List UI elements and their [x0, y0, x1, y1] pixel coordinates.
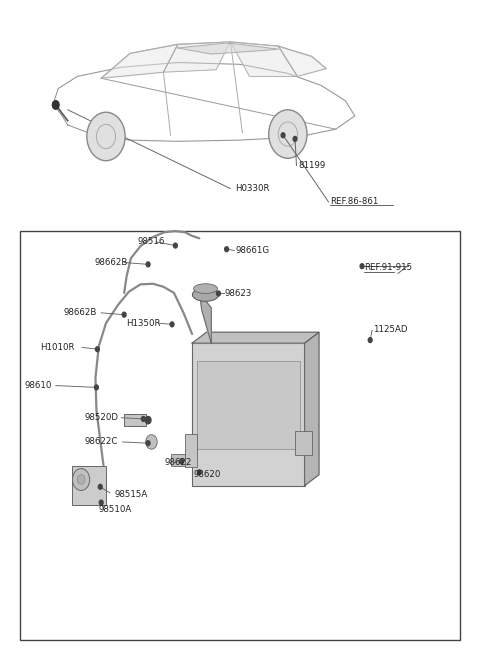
Circle shape	[225, 247, 228, 252]
Circle shape	[173, 243, 177, 248]
Circle shape	[99, 500, 103, 505]
Text: 98515A: 98515A	[115, 490, 148, 499]
Text: REF.91-915: REF.91-915	[364, 263, 413, 272]
Text: REF.86-861: REF.86-861	[330, 197, 378, 207]
Circle shape	[360, 264, 364, 268]
Polygon shape	[101, 45, 178, 78]
Circle shape	[216, 291, 220, 296]
Circle shape	[197, 470, 201, 475]
Ellipse shape	[193, 284, 217, 293]
Circle shape	[72, 468, 90, 491]
Polygon shape	[278, 46, 326, 77]
Bar	[170, 454, 185, 466]
Circle shape	[145, 417, 151, 424]
Text: 98620: 98620	[193, 470, 220, 479]
Text: H1350R: H1350R	[126, 319, 161, 327]
Bar	[20, 231, 460, 640]
Circle shape	[96, 347, 99, 352]
Bar	[185, 434, 197, 468]
Circle shape	[180, 459, 183, 464]
Polygon shape	[230, 42, 298, 77]
Text: H0330R: H0330R	[235, 184, 270, 193]
Circle shape	[146, 262, 150, 267]
Text: 98623: 98623	[225, 289, 252, 298]
Polygon shape	[178, 43, 278, 54]
Circle shape	[281, 133, 285, 138]
Polygon shape	[305, 332, 319, 485]
Circle shape	[146, 441, 150, 445]
Circle shape	[122, 312, 126, 317]
Text: 98510A: 98510A	[99, 505, 132, 514]
FancyBboxPatch shape	[192, 343, 305, 485]
Bar	[197, 361, 300, 449]
Text: 98662B: 98662B	[64, 308, 97, 318]
Bar	[295, 431, 312, 455]
Text: 98622C: 98622C	[84, 438, 118, 447]
Text: 81199: 81199	[299, 161, 325, 170]
Polygon shape	[163, 42, 230, 72]
Text: 1125AD: 1125AD	[373, 325, 408, 334]
Circle shape	[368, 338, 372, 342]
Text: 98622: 98622	[164, 458, 192, 467]
Circle shape	[95, 385, 98, 390]
Circle shape	[52, 101, 59, 109]
Circle shape	[293, 136, 297, 141]
Circle shape	[269, 110, 307, 158]
Text: H1010R: H1010R	[40, 343, 74, 352]
Circle shape	[98, 484, 102, 489]
Text: 98661G: 98661G	[235, 246, 269, 255]
Circle shape	[170, 322, 174, 327]
Text: 98520D: 98520D	[84, 413, 119, 422]
Circle shape	[146, 435, 157, 449]
Polygon shape	[192, 332, 319, 343]
Circle shape	[142, 417, 145, 421]
Circle shape	[87, 112, 125, 161]
Text: 98516: 98516	[137, 237, 165, 247]
Ellipse shape	[192, 288, 219, 301]
Polygon shape	[201, 296, 211, 343]
Circle shape	[77, 475, 85, 484]
Text: 98610: 98610	[24, 381, 52, 390]
Text: 98662B: 98662B	[94, 258, 127, 267]
FancyBboxPatch shape	[72, 466, 106, 505]
FancyBboxPatch shape	[124, 414, 146, 426]
